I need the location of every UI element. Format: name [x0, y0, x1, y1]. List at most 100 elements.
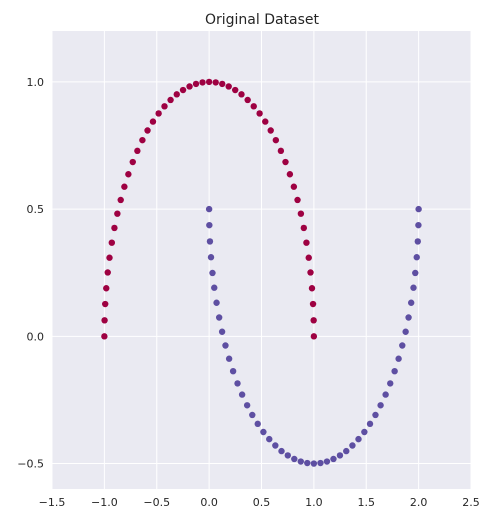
data-point-series-1: [225, 83, 232, 90]
data-point-series-1: [144, 127, 151, 134]
data-point-series-1: [286, 171, 294, 178]
data-point-series-1: [250, 103, 257, 110]
data-point-series-2: [405, 314, 412, 321]
y-tick-label: −0.5: [17, 458, 44, 471]
data-point-series-1: [161, 103, 168, 110]
data-point-series-1: [212, 79, 219, 86]
data-point-series-2: [291, 455, 298, 463]
y-tick-label: 1.0: [27, 76, 45, 89]
data-point-series-2: [213, 299, 220, 306]
data-point-series-1: [167, 96, 174, 104]
data-point-series-2: [402, 328, 409, 335]
data-point-series-1: [173, 91, 180, 98]
data-point-series-2: [414, 238, 421, 245]
data-point-series-1: [108, 239, 116, 246]
data-point-series-1: [106, 254, 113, 261]
data-point-series-2: [415, 221, 422, 229]
y-tick-label: 0.0: [27, 330, 45, 343]
x-axis-ticks: −1.5 −1.0 −0.5 0.0 0.5 1.0 1.5 2.0 2.5: [39, 496, 480, 509]
x-tick-label: 2.5: [462, 496, 480, 509]
data-point-series-2: [254, 420, 261, 428]
data-point-series-1: [134, 147, 141, 155]
data-point-series-1: [155, 110, 162, 117]
data-point-series-2: [218, 328, 226, 335]
data-point-series-2: [211, 284, 218, 291]
data-point-series-2: [243, 402, 251, 409]
data-point-series-1: [308, 285, 316, 292]
data-point-series-2: [297, 458, 304, 465]
data-point-series-2: [407, 299, 415, 306]
data-point-series-2: [399, 342, 406, 349]
data-point-series-1: [303, 239, 310, 246]
data-point-series-2: [413, 254, 420, 261]
data-point-series-1: [244, 96, 251, 104]
data-point-series-2: [387, 380, 394, 387]
data-point-series-2: [260, 428, 267, 436]
x-tick-label: 0.0: [200, 496, 218, 509]
data-point-series-2: [229, 367, 237, 375]
data-point-series-2: [310, 460, 318, 467]
grid-lines: [51, 31, 472, 489]
data-point-series-2: [238, 391, 246, 398]
data-point-series-1: [297, 210, 305, 217]
data-point-series-2: [206, 238, 214, 245]
data-point-series-1: [104, 269, 111, 276]
data-point-series-2: [412, 269, 419, 277]
data-point-series-1: [300, 224, 308, 232]
data-point-series-1: [103, 285, 110, 292]
data-point-series-2: [410, 284, 417, 291]
data-point-series-1: [277, 147, 285, 155]
data-point-series-2: [355, 435, 362, 443]
data-point-series-2: [225, 355, 233, 362]
data-point-series-2: [215, 314, 223, 321]
data-point-series-2: [304, 459, 311, 467]
data-point-series-2: [391, 367, 398, 375]
data-point-series-1: [307, 269, 314, 276]
data-point-series-1: [262, 118, 269, 125]
data-point-series-1: [238, 91, 245, 98]
data-point-series-2: [249, 411, 256, 419]
data-point-series-2: [323, 458, 331, 465]
data-point-series-2: [266, 435, 273, 443]
data-point-series-1: [272, 136, 280, 144]
data-point-series-1: [101, 317, 108, 324]
data-point-series-1: [305, 254, 312, 261]
x-tick-label: −1.5: [39, 496, 66, 509]
chart-title: Original Dataset: [205, 12, 320, 28]
data-point-series-2: [330, 455, 337, 463]
data-point-series-1: [199, 79, 206, 86]
data-point-series-1: [309, 300, 317, 308]
data-point-series-1: [205, 78, 213, 86]
data-point-series-1: [114, 210, 121, 217]
data-point-series-2: [207, 254, 215, 261]
data-point-series-1: [186, 83, 193, 90]
data-point-series-1: [111, 224, 118, 232]
data-point-series-1: [232, 86, 239, 94]
x-tick-label: 1.0: [305, 496, 323, 509]
data-point-series-2: [209, 269, 216, 277]
data-point-series-2: [206, 221, 213, 229]
data-point-series-1: [149, 118, 157, 125]
data-point-series-2: [372, 411, 379, 419]
data-point-series-2: [336, 452, 344, 459]
x-tick-label: −1.0: [91, 496, 118, 509]
data-point-series-1: [282, 158, 289, 166]
data-point-series-2: [395, 355, 402, 362]
data-point-series-1: [267, 127, 274, 134]
x-tick-label: −0.5: [143, 496, 170, 509]
x-tick-label: 1.5: [358, 496, 376, 509]
data-point-series-1: [125, 171, 132, 178]
data-point-series-2: [234, 380, 241, 387]
y-tick-label: 0.5: [27, 203, 45, 216]
data-point-series-2: [377, 402, 384, 409]
data-point-series-2: [317, 459, 324, 467]
y-axis-ticks: −0.5 0.0 0.5 1.0: [17, 76, 44, 471]
data-point-series-1: [139, 136, 146, 144]
data-point-series-1: [290, 183, 298, 190]
data-point-series-1: [121, 183, 128, 190]
data-point-series-2: [361, 428, 368, 436]
data-point-series-1: [256, 110, 263, 117]
data-point-series-2: [382, 391, 389, 398]
data-point-series-1: [101, 333, 108, 340]
